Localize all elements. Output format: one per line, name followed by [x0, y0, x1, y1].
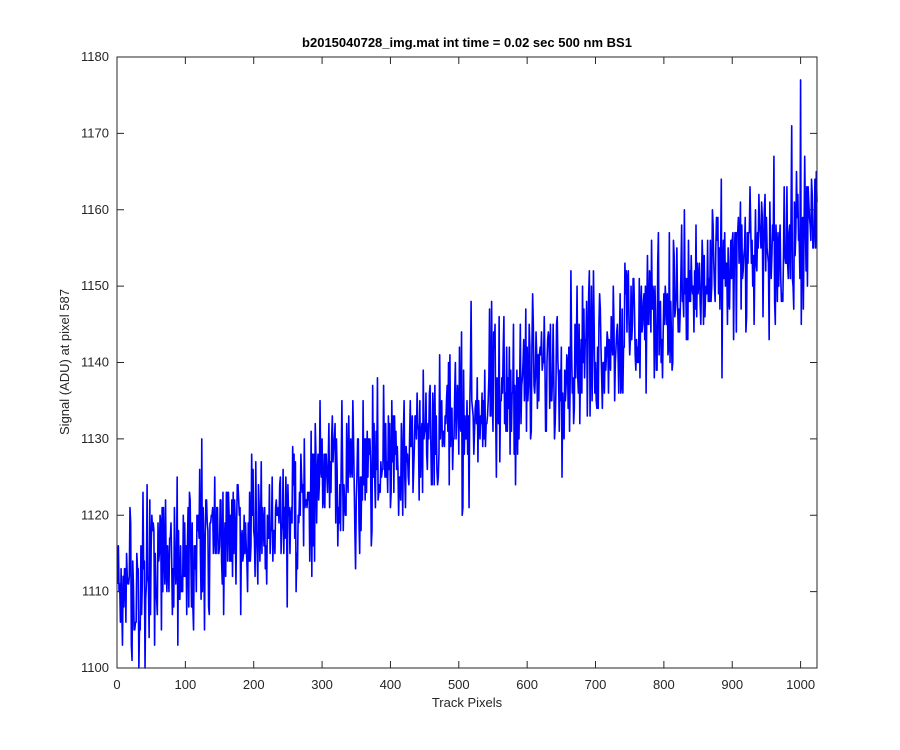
- y-tick-label: 1140: [81, 355, 109, 370]
- x-axis-ticks: 0 100 200 300 400 500 600 700 800 900 1000: [113, 57, 815, 692]
- x-tick-label: 600: [516, 677, 538, 692]
- x-tick-label: 100: [175, 677, 197, 692]
- y-tick-label: 1180: [81, 49, 109, 64]
- chart-title: b2015040728_img.mat int time = 0.02 sec …: [302, 35, 632, 50]
- x-tick-label: 200: [243, 677, 265, 692]
- y-tick-label: 1100: [81, 660, 109, 675]
- y-axis-ticks: 1100 1110 1120 1130 1140 1150 1160 1170 1180: [81, 49, 817, 675]
- axes-background: [117, 57, 817, 668]
- x-axis-label: Track Pixels: [432, 695, 503, 710]
- y-tick-label: 1120: [81, 507, 109, 522]
- data-series-layer: [116, 79, 818, 669]
- x-tick-label: 1000: [786, 677, 815, 692]
- x-tick-label: 300: [311, 677, 333, 692]
- x-tick-label: 500: [448, 677, 470, 692]
- x-tick-label: 800: [653, 677, 675, 692]
- y-axis-label: Signal (ADU) at pixel 587: [57, 289, 72, 435]
- y-tick-label: 1150: [81, 278, 109, 293]
- signal-series-line: [116, 79, 818, 669]
- y-tick-label: 1130: [81, 431, 109, 446]
- plot-area: 0 100 200 300 400 500 600 700 800 900 1000 1100 111…: [81, 49, 818, 692]
- y-tick-label: 1160: [81, 202, 109, 217]
- y-tick-label: 1170: [81, 125, 109, 140]
- x-tick-label: 700: [585, 677, 607, 692]
- x-tick-label: 400: [380, 677, 402, 692]
- y-tick-label: 1110: [82, 584, 109, 599]
- x-tick-label: 0: [113, 677, 120, 692]
- x-tick-label: 900: [721, 677, 743, 692]
